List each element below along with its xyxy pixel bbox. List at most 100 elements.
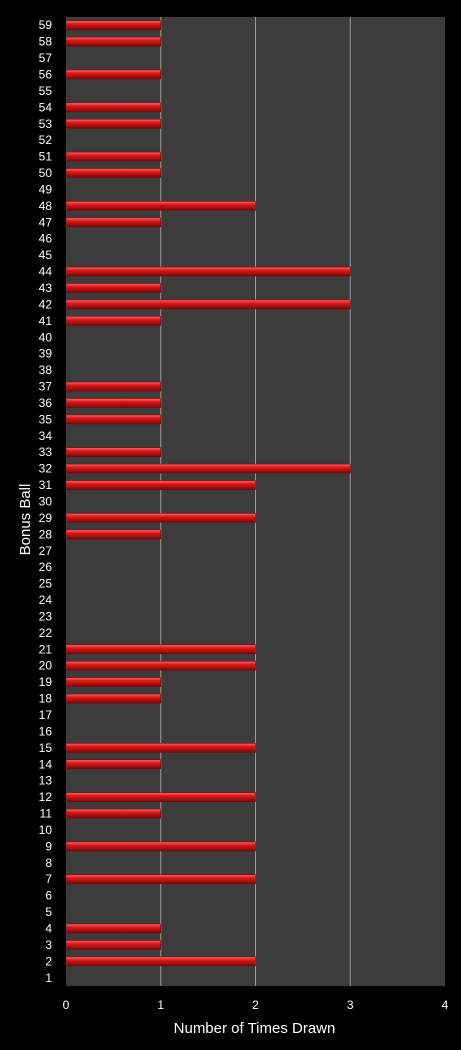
bar-35: [65, 414, 162, 425]
bar-14: [65, 759, 162, 770]
bar-51: [65, 151, 162, 162]
y-tick-label: 15: [39, 741, 53, 755]
y-tick-label: 58: [39, 35, 53, 49]
y-tick-label: 37: [39, 380, 53, 394]
bar-21: [65, 644, 256, 655]
y-tick-label: 53: [39, 117, 53, 131]
y-tick-label: 56: [39, 67, 53, 81]
y-tick-label: 39: [39, 347, 53, 361]
y-tick-label: 20: [39, 659, 53, 673]
bar-48: [65, 201, 256, 211]
y-tick-label: 44: [39, 265, 53, 279]
bar-7: [65, 874, 256, 885]
bar-42: [65, 299, 351, 310]
x-axis-title: Number of Times Drawn: [174, 1020, 336, 1037]
bar-59: [65, 20, 162, 31]
y-tick-label: 57: [39, 51, 53, 65]
y-tick-label: 29: [39, 511, 53, 525]
y-tick-label: 27: [39, 544, 53, 558]
y-tick-label: 11: [40, 807, 53, 821]
y-tick-label: 22: [39, 626, 53, 640]
y-tick-label: 35: [39, 412, 53, 426]
bar-37: [65, 381, 162, 392]
bar-18: [65, 693, 162, 704]
y-tick-label: 59: [39, 18, 53, 32]
y-tick-label: 2: [45, 954, 52, 968]
bar-15: [65, 743, 256, 753]
y-tick-label: 14: [39, 757, 53, 771]
y-tick-label: 45: [39, 248, 53, 262]
y-tick-label: 50: [39, 166, 53, 180]
y-tick-label: 41: [39, 314, 53, 328]
bar-44: [65, 266, 351, 277]
bar-32: [65, 463, 351, 474]
bar-54: [65, 102, 162, 113]
y-tick-label: 38: [39, 363, 53, 377]
bar-12: [65, 792, 256, 802]
y-tick-label: 6: [45, 889, 52, 903]
bar-33: [65, 447, 162, 458]
y-tick-label: 10: [39, 823, 53, 837]
bar-29: [65, 513, 256, 523]
bar-43: [65, 283, 162, 293]
bar-3: [65, 940, 162, 950]
bars: [65, 20, 351, 967]
y-tick-label: 4: [45, 922, 52, 936]
y-tick-label: 23: [39, 609, 53, 623]
bar-9: [65, 841, 256, 852]
bar-41: [65, 316, 162, 326]
y-tick-label: 21: [39, 642, 53, 656]
y-tick-label: 24: [39, 593, 53, 607]
y-tick-label: 34: [39, 429, 53, 443]
y-tick-label: 19: [39, 675, 53, 689]
bar-2: [65, 956, 256, 967]
bar-58: [65, 36, 162, 47]
y-tick-label: 40: [39, 330, 53, 344]
y-tick-label: 33: [39, 445, 53, 459]
y-tick-label: 13: [39, 774, 53, 788]
y-axis-title: Bonus Ball: [17, 484, 34, 556]
y-tick-label: 54: [39, 100, 53, 114]
y-tick-label: 17: [39, 708, 53, 722]
y-tick-label: 5: [45, 905, 52, 919]
bar-20: [65, 660, 256, 671]
y-tick-label: 42: [39, 297, 53, 311]
y-tick-label: 8: [45, 856, 52, 870]
y-tick-label: 26: [39, 560, 53, 574]
x-tick-label: 0: [63, 998, 70, 1012]
bar-36: [65, 398, 162, 408]
bar-11: [65, 808, 162, 819]
y-tick-labels: 1234567891011121314151617181920212223242…: [39, 18, 53, 985]
bar-19: [65, 677, 162, 687]
gridlines: [160, 17, 351, 986]
y-tick-label: 47: [39, 215, 53, 229]
x-tick-label: 3: [347, 998, 354, 1012]
y-tick-label: 18: [39, 692, 53, 706]
y-tick-label: 28: [39, 527, 53, 541]
y-tick-label: 31: [39, 478, 53, 492]
bar-4: [65, 923, 162, 934]
y-tick-label: 55: [39, 84, 53, 98]
x-tick-labels: 0 1 2 3 4: [63, 998, 449, 1012]
bar-53: [65, 118, 162, 129]
y-tick-label: 30: [39, 495, 53, 509]
bar-50: [65, 168, 162, 178]
bar-56: [65, 69, 162, 80]
y-tick-label: 12: [39, 790, 53, 804]
bar-47: [65, 217, 162, 228]
y-tick-label: 9: [45, 839, 52, 853]
x-tick-label: 2: [252, 998, 259, 1012]
bar-31: [65, 480, 256, 490]
y-tick-label: 36: [39, 396, 53, 410]
x-tick-label: 4: [442, 998, 449, 1012]
y-tick-label: 49: [39, 182, 53, 196]
y-tick-label: 32: [39, 462, 53, 476]
y-tick-label: 16: [39, 724, 53, 738]
y-tick-label: 3: [45, 938, 52, 952]
bar-28: [65, 529, 162, 540]
y-tick-label: 7: [45, 872, 52, 886]
x-tick-label: 1: [157, 998, 164, 1012]
y-tick-label: 1: [45, 971, 52, 985]
y-tick-label: 43: [39, 281, 53, 295]
